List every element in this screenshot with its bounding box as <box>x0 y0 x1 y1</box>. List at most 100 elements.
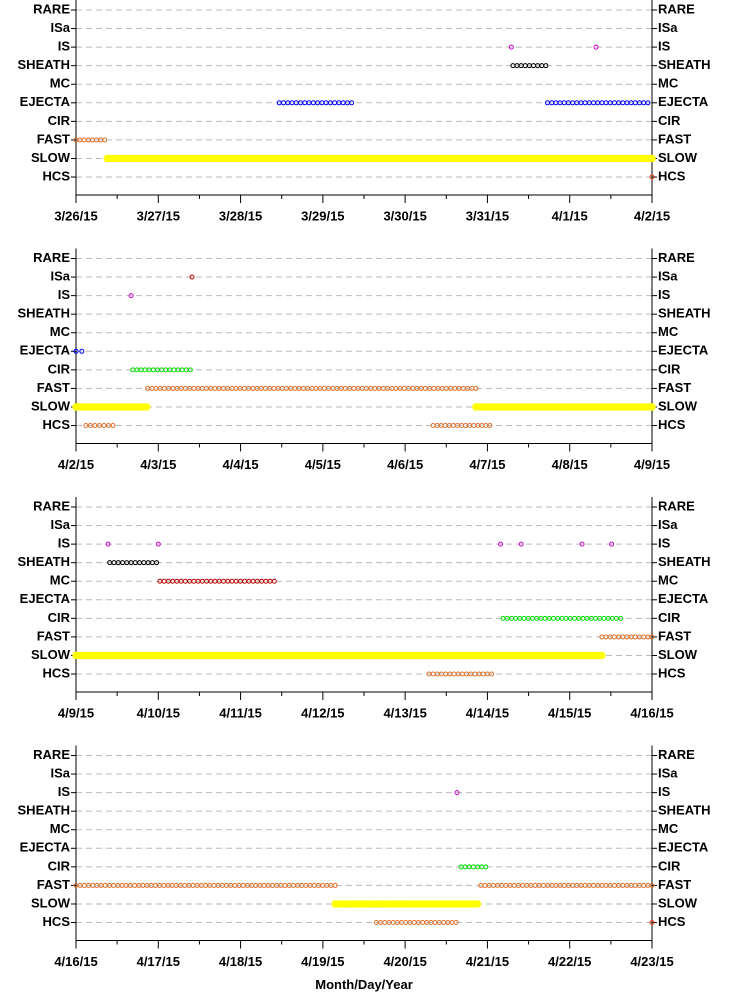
interval <box>500 615 624 621</box>
interval <box>145 385 479 391</box>
y-tick-label-right: IS <box>658 287 671 302</box>
marker <box>487 423 493 429</box>
y-tick-label-right: HCS <box>658 914 686 929</box>
y-tick-label: SHEATH <box>18 554 70 569</box>
y-tick-label-right: RARE <box>658 747 695 762</box>
marker <box>518 541 524 547</box>
interval <box>649 174 655 180</box>
marker <box>161 385 167 391</box>
x-tick-label: 4/18/15 <box>219 954 262 969</box>
marker <box>128 293 134 299</box>
interval <box>276 100 355 106</box>
x-tick-label: 4/3/15 <box>140 457 176 472</box>
y-tick-label: EJECTA <box>20 343 71 358</box>
y-tick-label: ISa <box>50 268 70 283</box>
y-tick-label: HCS <box>43 665 71 680</box>
interval <box>72 403 151 411</box>
x-tick-label: 3/30/15 <box>383 208 426 223</box>
y-tick-label: ISa <box>50 20 70 35</box>
marker <box>641 882 647 888</box>
interval <box>458 864 489 870</box>
y-tick-label: SLOW <box>31 150 71 165</box>
x-tick-label: 4/11/15 <box>219 705 262 720</box>
interval <box>189 274 195 280</box>
marker <box>489 671 495 677</box>
marker <box>191 385 197 391</box>
marker <box>521 615 527 621</box>
marker <box>531 63 537 69</box>
y-tick-label-right: SHEATH <box>658 554 710 569</box>
x-tick-label: 3/27/15 <box>137 208 180 223</box>
y-tick-label: IS <box>58 536 71 551</box>
marker <box>641 634 647 640</box>
y-tick-label: MC <box>50 573 71 588</box>
y-tick-label: CIR <box>48 113 71 128</box>
y-tick-label: CIR <box>48 610 71 625</box>
interval <box>472 403 656 411</box>
y-tick-label-right: SLOW <box>658 150 698 165</box>
y-tick-label-right: SLOW <box>658 895 698 910</box>
marker <box>161 882 167 888</box>
interval <box>599 634 655 640</box>
y-tick-label-right: EJECTA <box>658 94 709 109</box>
y-tick-label-right: EJECTA <box>658 840 709 855</box>
x-tick-label: 3/28/15 <box>219 208 262 223</box>
marker <box>79 348 85 354</box>
marker <box>351 385 357 391</box>
y-tick-label: SHEATH <box>18 803 70 818</box>
y-tick-label: IS <box>58 784 71 799</box>
marker <box>611 100 617 106</box>
interval <box>72 651 606 660</box>
x-tick-label: 4/13/15 <box>383 705 426 720</box>
marker <box>189 274 195 280</box>
y-tick-label: IS <box>58 39 71 54</box>
marker <box>451 671 457 677</box>
y-tick-label-right: EJECTA <box>658 343 709 358</box>
x-tick-label: 4/9/15 <box>58 705 94 720</box>
x-tick-label: 3/31/15 <box>466 208 509 223</box>
y-tick-label: MC <box>50 324 71 339</box>
x-tick-label: 4/6/15 <box>387 457 423 472</box>
y-tick-label-right: ISa <box>658 268 678 283</box>
interval <box>593 44 599 50</box>
y-tick-label: FAST <box>37 628 70 643</box>
y-tick-label: IS <box>58 287 71 302</box>
marker <box>483 864 489 870</box>
marker <box>611 882 617 888</box>
interval <box>518 541 524 547</box>
y-tick-label: HCS <box>43 914 71 929</box>
y-tick-label-right: SLOW <box>658 647 698 662</box>
marker <box>473 900 482 908</box>
marker <box>81 137 87 143</box>
marker <box>579 541 585 547</box>
y-tick-label: MC <box>50 76 71 91</box>
marker <box>561 100 567 106</box>
marker <box>645 100 651 106</box>
marker <box>81 882 87 888</box>
marker <box>454 790 460 796</box>
interval <box>73 348 85 354</box>
interval <box>609 541 615 547</box>
x-tick-label: 3/26/15 <box>54 208 97 223</box>
marker <box>271 578 277 584</box>
marker <box>611 634 617 640</box>
y-tick-label: HCS <box>43 417 71 432</box>
x-tick-label: 4/20/15 <box>383 954 426 969</box>
marker <box>220 578 226 584</box>
interval <box>103 154 656 163</box>
y-tick-label: FAST <box>37 877 70 892</box>
x-tick-label: 4/12/15 <box>301 705 344 720</box>
y-tick-label: EJECTA <box>20 840 71 855</box>
y-tick-label-right: ISa <box>658 765 678 780</box>
x-tick-label: 4/14/15 <box>466 705 509 720</box>
interval <box>105 541 111 547</box>
marker <box>471 423 477 429</box>
y-tick-label: SHEATH <box>18 57 70 72</box>
marker <box>591 882 597 888</box>
interval <box>426 671 495 677</box>
marker <box>321 385 327 391</box>
x-tick-label: 4/23/15 <box>630 954 673 969</box>
y-tick-label-right: HCS <box>658 665 686 680</box>
marker <box>241 385 247 391</box>
